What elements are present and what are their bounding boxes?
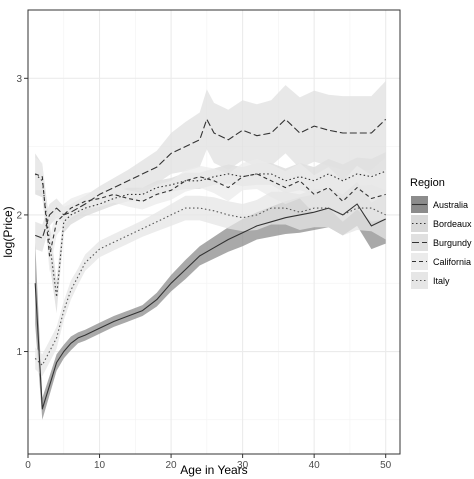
band-california bbox=[35, 157, 386, 273]
legend-key-burgundy bbox=[411, 234, 428, 251]
axis-ticks bbox=[24, 77, 387, 458]
line-italy bbox=[34, 207, 386, 366]
line-australia bbox=[34, 203, 386, 410]
series-lines bbox=[34, 118, 387, 410]
legend-key-italy bbox=[411, 272, 428, 289]
panel-border bbox=[27, 9, 401, 455]
line-burgundy bbox=[35, 118, 387, 239]
y-tick-label: 3 bbox=[16, 74, 22, 85]
y-tick-label: 1 bbox=[16, 347, 22, 358]
line-california bbox=[34, 173, 386, 257]
legend-title: Region bbox=[410, 177, 445, 189]
legend: Region Australia Bordeaux Burgundy Californ… bbox=[410, 177, 472, 289]
x-axis-title: Age in Years bbox=[180, 463, 247, 477]
y-axis-title: log(Price) bbox=[1, 206, 15, 257]
legend-label-burgundy: Burgundy bbox=[433, 238, 472, 248]
band-burgundy bbox=[35, 81, 386, 252]
legend-label-italy: Italy bbox=[433, 276, 450, 286]
x-tick-label: 0 bbox=[25, 460, 31, 471]
legend-label-australia: Australia bbox=[433, 200, 468, 210]
x-tick-label: 40 bbox=[309, 460, 321, 471]
tick-labels: 0 10 20 30 40 50 1 2 3 bbox=[16, 74, 391, 471]
legend-key-bordeaux bbox=[411, 215, 428, 232]
legend-label-california: California bbox=[433, 257, 471, 267]
x-tick-label: 20 bbox=[166, 460, 178, 471]
band-italy bbox=[35, 184, 386, 377]
confidence-bands bbox=[35, 81, 386, 420]
legend-label-bordeaux: Bordeaux bbox=[433, 219, 472, 229]
x-tick-label: 50 bbox=[380, 460, 392, 471]
y-tick-label: 2 bbox=[16, 210, 22, 221]
x-tick-label: 30 bbox=[237, 460, 249, 471]
x-tick-label: 10 bbox=[94, 460, 106, 471]
